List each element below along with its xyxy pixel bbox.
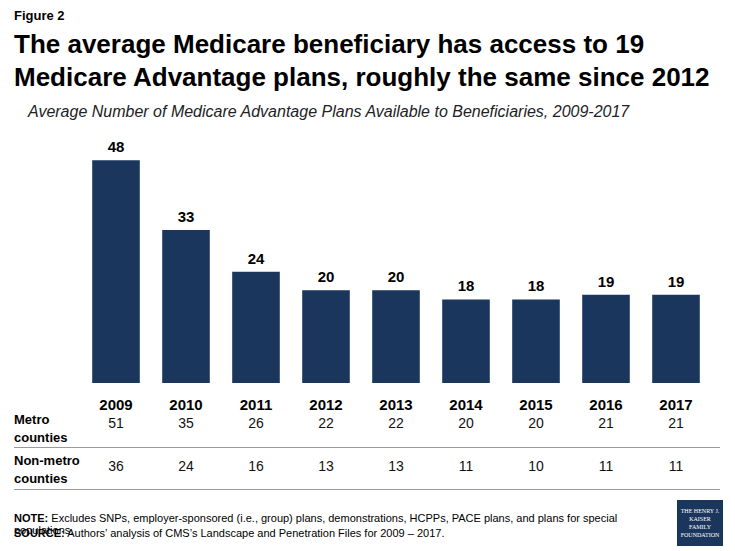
svg-text:18: 18	[458, 277, 475, 294]
svg-text:19: 19	[668, 273, 685, 290]
svg-text:36: 36	[108, 458, 124, 474]
svg-text:35: 35	[178, 415, 194, 431]
svg-text:22: 22	[388, 415, 404, 431]
svg-text:20: 20	[458, 415, 474, 431]
svg-text:26: 26	[248, 415, 264, 431]
svg-text:33: 33	[178, 208, 195, 225]
svg-text:13: 13	[388, 458, 404, 474]
svg-text:20: 20	[318, 268, 335, 285]
svg-text:20: 20	[388, 268, 405, 285]
svg-text:22: 22	[318, 415, 334, 431]
svg-text:48: 48	[108, 138, 125, 155]
html-text:KAISER: KAISER	[689, 516, 711, 522]
svg-text:21: 21	[668, 415, 684, 431]
svg-text:2009: 2009	[99, 396, 132, 413]
svg-text:2015: 2015	[519, 396, 552, 413]
svg-text:11: 11	[459, 458, 474, 474]
svg-text:24: 24	[248, 250, 265, 267]
svg-text:20: 20	[528, 415, 544, 431]
svg-text:2017: 2017	[659, 396, 692, 413]
svg-text:16: 16	[248, 458, 264, 474]
svg-text:24: 24	[178, 458, 194, 474]
svg-text:10: 10	[528, 458, 544, 474]
html-text:NOTE: Excludes SNPs, employer-: NOTE: Excludes SNPs, employer-sponsored …	[14, 512, 618, 536]
html-text:Average Number of Medicare Adv: Average Number of Medicare Advantage Pla…	[28, 103, 630, 120]
html-text:Non-metro counties: Non-metro counties	[14, 453, 80, 486]
svg-text:2012: 2012	[309, 396, 342, 413]
html-text:SOURCE: Authors’ analysis of C: SOURCE: Authors’ analysis of CMS’s Lands…	[14, 527, 445, 539]
html-text:The average Medicare beneficia: The average Medicare beneficiary has acc…	[14, 29, 710, 92]
svg-text:13: 13	[318, 458, 334, 474]
svg-text:2011: 2011	[240, 396, 273, 413]
svg-text:2014: 2014	[449, 396, 483, 413]
html-text:Metro counties: Metro counties	[14, 412, 68, 445]
svg-text:51: 51	[108, 415, 124, 431]
html-text:Figure 2: Figure 2	[14, 8, 65, 23]
svg-text:21: 21	[598, 415, 614, 431]
svg-text:2013: 2013	[379, 396, 412, 413]
svg-text:18: 18	[528, 277, 545, 294]
html-text:FAMILY: FAMILY	[689, 524, 711, 530]
html-text:THE HENRY J.: THE HENRY J.	[680, 508, 720, 514]
svg-text:2016: 2016	[589, 396, 622, 413]
svg-text:11: 11	[599, 458, 614, 474]
svg-text:11: 11	[669, 458, 684, 474]
svg-text:19: 19	[598, 273, 615, 290]
svg-text:2010: 2010	[169, 396, 202, 413]
html-text:FOUNDATION: FOUNDATION	[680, 532, 720, 538]
